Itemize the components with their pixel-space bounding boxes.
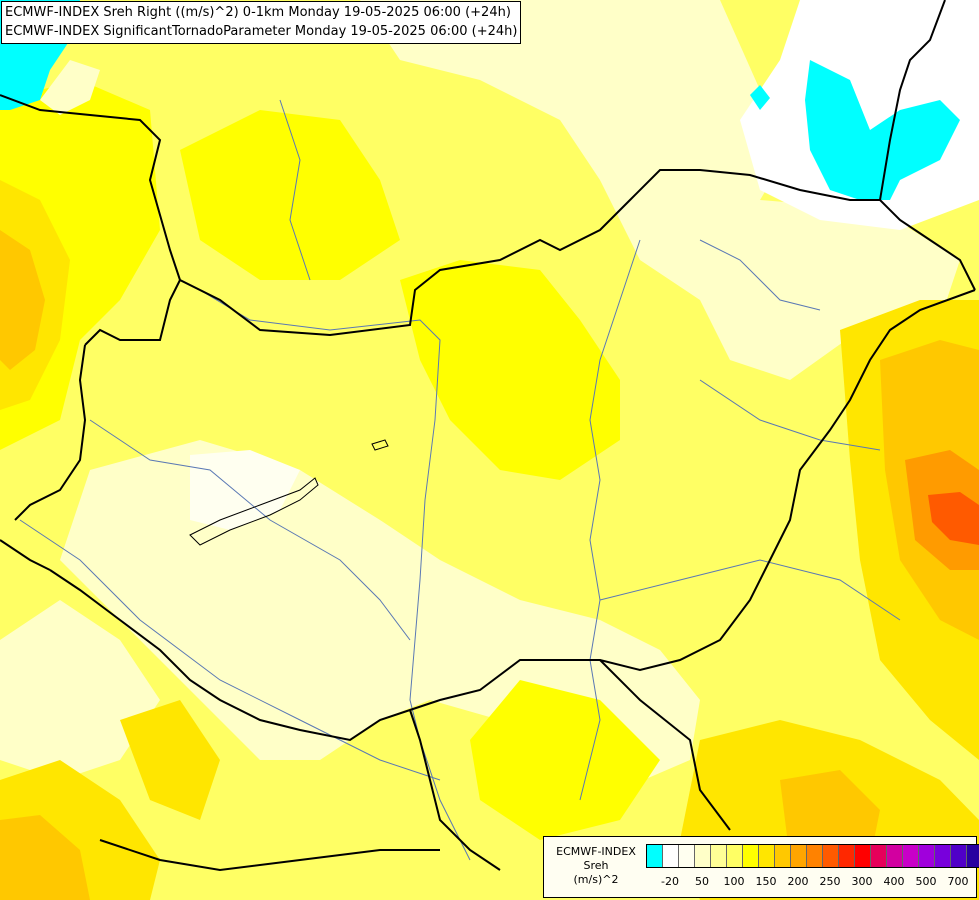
yellow-zone-center [400,260,620,480]
cyan-zone-northeast [805,60,960,200]
legend-swatch [967,845,979,867]
border-slovenia [0,539,51,571]
legend-tick-label: 50 [695,875,709,888]
legend-swatch [919,845,935,867]
border-west [14,344,87,521]
legend-swatch [775,845,791,867]
legend-swatch [871,845,887,867]
border-ukraine-north [879,0,946,201]
orange-zone-west [0,230,45,370]
map-title-box: ECMWF-INDEX Sreh Right ((m/s)^2) 0-1km M… [1,1,522,44]
legend-tick-label: 150 [755,875,777,888]
pale-region-sw [0,600,160,780]
legend-swatch [727,845,743,867]
legend-param: Sreh [583,859,609,872]
legend-swatch [695,845,711,867]
rivers [19,99,901,861]
legend-swatch [935,845,951,867]
border-romania-south [599,659,731,831]
river-drava [19,519,441,781]
legend-swatch [711,845,727,867]
legend-swatches [646,844,979,868]
border-serbia [409,709,501,871]
river-tisza [579,239,641,801]
border-north [0,94,880,337]
legend-swatch [903,845,919,867]
legend-swatch [791,845,807,867]
legend-tick-label: 100 [723,875,745,888]
legend-tick-label: 250 [819,875,841,888]
color-legend: ECMWF-INDEX Sreh (m/s)^2 -20 50 100 150 200 2… [543,836,979,898]
pale-zone-northwest [40,60,100,115]
legend-swatch [951,845,967,867]
legend-ticks: -20 50 100 150 200 250 300 400 500 700 [646,875,974,889]
pale-region-east [600,180,960,380]
river-northeast [699,239,821,311]
legend-swatch [759,845,775,867]
border-northeast [879,199,976,291]
river-north [279,99,311,281]
pale-region-north [360,0,790,240]
legend-swatch [663,845,679,867]
legend-tick-label: 300 [851,875,873,888]
gold-zone-south-center [120,700,220,820]
cyan-zone-northeast-small [750,85,770,110]
border-east [49,289,976,742]
legend-swatch [855,845,871,867]
pale-region-balaton [190,450,300,530]
yellow-zone-north [180,110,400,280]
legend-swatch [807,845,823,867]
river-east [699,379,881,451]
river-mures [599,559,901,621]
lake-balaton [189,477,319,546]
lake-small [371,439,389,451]
orange-zone-southwest [0,815,90,900]
river-west [89,419,411,641]
legend-swatch [887,845,903,867]
legend-tick-label: -20 [661,875,679,888]
country-borders [0,0,976,872]
map-title-line2: ECMWF-INDEX SignificantTornadoParameter … [5,24,518,39]
red-orange-zone-east [928,492,979,545]
legend-title: ECMWF-INDEX Sreh (m/s)^2 [548,845,644,887]
legend-tick-label: 500 [915,875,937,888]
legend-tick-label: 400 [883,875,905,888]
legend-swatch [839,845,855,867]
legend-unit: (m/s)^2 [573,873,619,886]
legend-tick-label: 700 [947,875,969,888]
legend-swatch [647,845,663,867]
legend-swatch [679,845,695,867]
yellow-zone-south [470,680,660,840]
map-title-line1: ECMWF-INDEX Sreh Right ((m/s)^2) 0-1km M… [5,5,511,20]
legend-tick-label: 200 [787,875,809,888]
border-west-upper [84,279,181,346]
legend-swatch [743,845,759,867]
legend-swatch [823,845,839,867]
border-croatia-south [99,839,440,872]
legend-source: ECMWF-INDEX [556,845,636,858]
